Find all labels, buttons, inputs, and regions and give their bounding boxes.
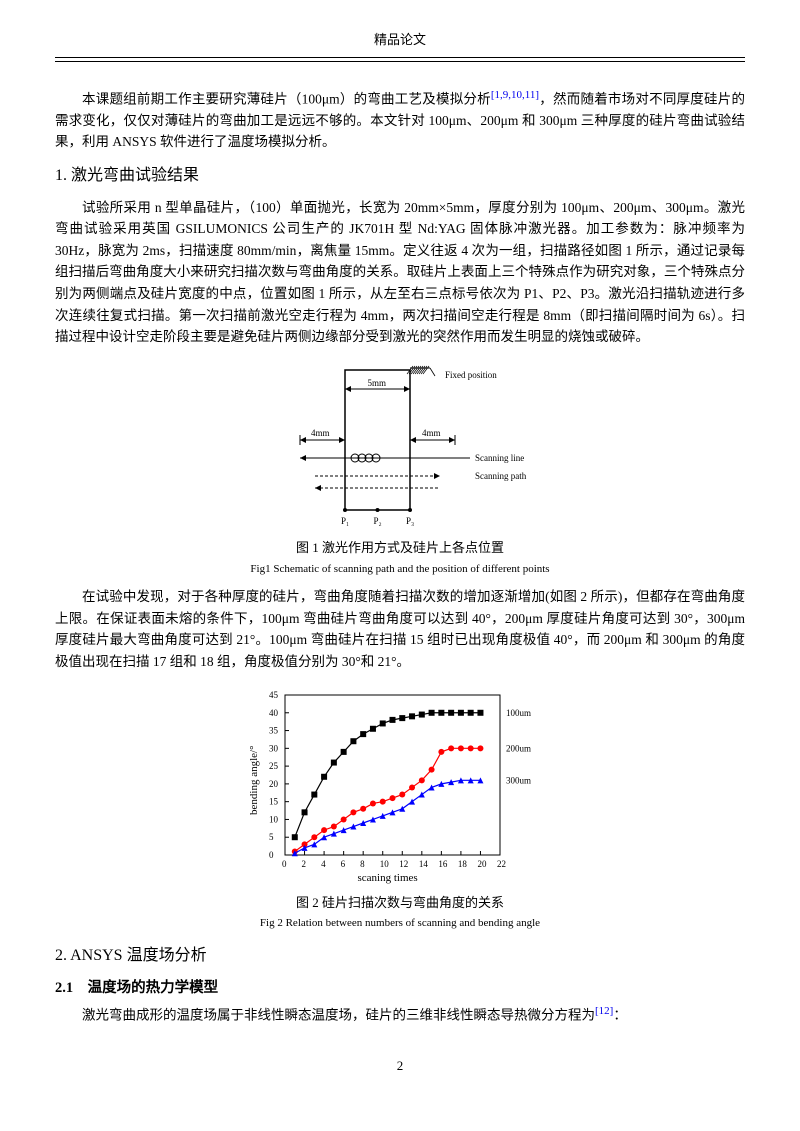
figure-1: Fixed position 5mm 4mm 4mm Scanning line Scan… — [55, 360, 745, 530]
svg-text:8: 8 — [360, 859, 365, 869]
section-1-p2: 在试验中发现，对于各种厚度的硅片，弯曲角度随着扫描次数的增加逐渐增加(如图 2 … — [55, 586, 745, 672]
figure-2-svg: 0 2 4 6 8 10 12 14 16 18 20 22 0 5 10 15 20 25 30 35 40 45 sca… — [235, 685, 565, 885]
svg-text:10: 10 — [380, 859, 390, 869]
svg-text:25: 25 — [269, 761, 279, 771]
svg-text:4: 4 — [321, 859, 326, 869]
svg-text:20: 20 — [477, 859, 487, 869]
svg-text:2: 2 — [302, 859, 307, 869]
svg-text:35: 35 — [269, 725, 279, 735]
svg-text:bending angle/°: bending angle/° — [248, 745, 260, 814]
svg-text:Fixed position: Fixed position — [445, 370, 497, 380]
figure-2: 0 2 4 6 8 10 12 14 16 18 20 22 0 5 10 15 20 25 30 35 40 45 sca… — [55, 685, 745, 885]
svg-text:20: 20 — [269, 778, 279, 788]
svg-text:12: 12 — [399, 859, 408, 869]
figure-1-caption-cn: 图 1 激光作用方式及硅片上各点位置 — [55, 538, 745, 559]
figure-1-svg: Fixed position 5mm 4mm 4mm Scanning line Scan… — [250, 360, 550, 530]
svg-text:0: 0 — [282, 859, 287, 869]
sec2-1-ref: [12] — [595, 1005, 613, 1017]
intro-text-a: 本课题组前期工作主要研究薄硅片（100μm）的弯曲工艺及模拟分析 — [82, 91, 491, 106]
svg-text:14: 14 — [419, 859, 429, 869]
svg-text:16: 16 — [438, 859, 448, 869]
page-header-title: 精品论文 — [55, 30, 745, 58]
figure-2-caption-cn: 图 2 硅片扫描次数与弯曲角度的关系 — [55, 893, 745, 914]
svg-text:22: 22 — [497, 859, 506, 869]
section-2-1-heading: 2.1 温度场的热力学模型 — [55, 977, 745, 1000]
svg-text:Scanning line: Scanning line — [475, 453, 524, 463]
sec2-1-text: 激光弯曲成形的温度场属于非线性瞬态温度场，硅片的三维非线性瞬态导热微分方程为 — [82, 1007, 595, 1022]
svg-text:4mm: 4mm — [311, 428, 330, 438]
svg-text:6: 6 — [341, 859, 346, 869]
svg-text:P₃: P₃ — [406, 516, 414, 526]
header-rule — [55, 60, 745, 62]
svg-text:18: 18 — [458, 859, 468, 869]
svg-text:P₁: P₁ — [341, 516, 349, 526]
svg-text:30: 30 — [269, 743, 279, 753]
section-1-p1: 试验所采用 n 型单晶硅片，（100）单面抛光，长宽为 20mm×5mm，厚度分… — [55, 197, 745, 348]
section-2-heading: 2. ANSYS 温度场分析 — [55, 943, 745, 969]
figure-1-caption-en: Fig1 Schematic of scanning path and the … — [55, 561, 745, 579]
svg-text:45: 45 — [269, 690, 279, 700]
svg-text:40: 40 — [269, 707, 279, 717]
svg-text:4mm: 4mm — [422, 428, 441, 438]
svg-text:200um: 200um — [506, 743, 531, 753]
sec2-1-tail: ： — [613, 1007, 627, 1022]
svg-text:Scanning path: Scanning path — [475, 471, 527, 481]
svg-text:P₂: P₂ — [374, 516, 382, 526]
svg-text:5: 5 — [269, 832, 274, 842]
svg-text:scaning times: scaning times — [358, 872, 418, 884]
figure-2-caption-en: Fig 2 Relation between numbers of scanni… — [55, 915, 745, 933]
svg-text:5mm: 5mm — [368, 378, 387, 388]
svg-text:10: 10 — [269, 814, 279, 824]
section-1-heading: 1. 激光弯曲试验结果 — [55, 163, 745, 189]
svg-text:15: 15 — [269, 796, 279, 806]
section-2-1-p: 激光弯曲成形的温度场属于非线性瞬态温度场，硅片的三维非线性瞬态导热微分方程为[1… — [55, 1003, 745, 1026]
svg-text:0: 0 — [269, 850, 274, 860]
svg-text:300um: 300um — [506, 775, 531, 785]
intro-refs: [1,9,10,11] — [491, 89, 539, 101]
intro-paragraph: 本课题组前期工作主要研究薄硅片（100μm）的弯曲工艺及模拟分析[1,9,10,… — [55, 87, 745, 153]
svg-text:100um: 100um — [506, 707, 531, 717]
page-number: 2 — [55, 1056, 745, 1077]
